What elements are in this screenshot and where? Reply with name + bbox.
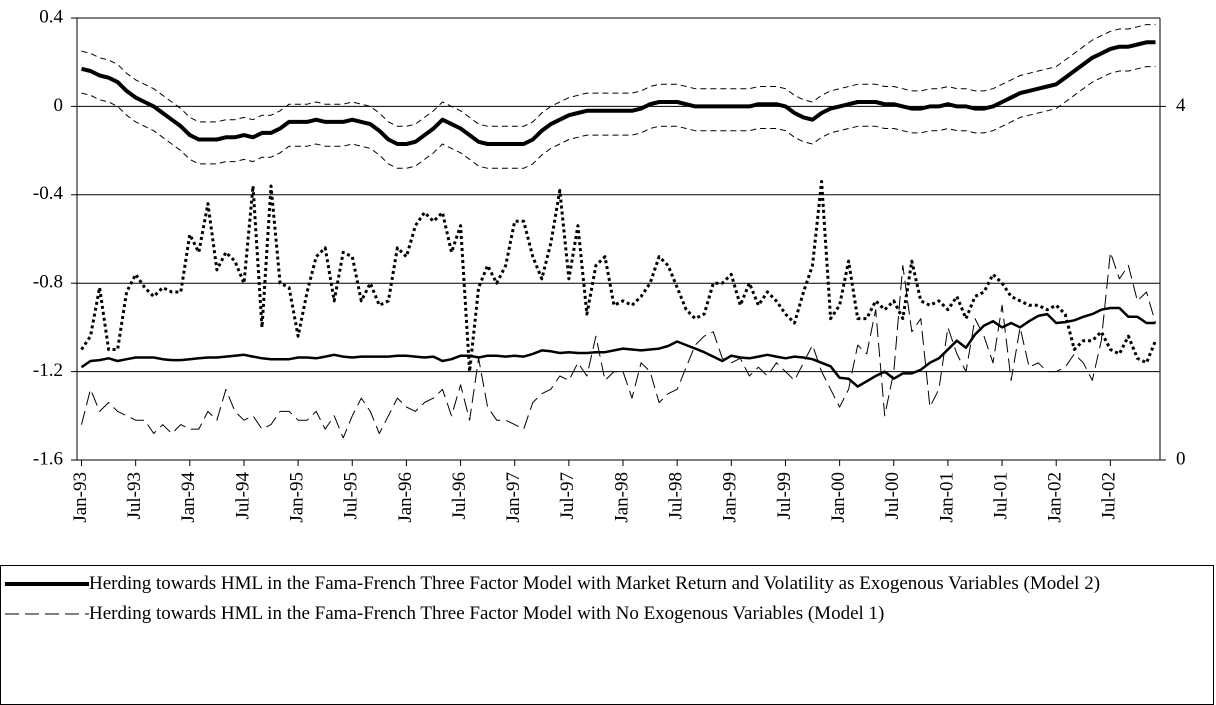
x-tick-label: Jan-96 [395, 472, 416, 523]
series-line [81, 40, 1156, 146]
x-tick-label: Jul-94 [232, 472, 253, 520]
y-tick-label: -0.8 [33, 272, 63, 293]
x-tick-label: Jul-01 [990, 472, 1011, 520]
y-tick-label: -1.2 [33, 360, 63, 381]
y-tick-label: 0 [54, 95, 64, 116]
x-tick-label: Jan-98 [611, 472, 632, 523]
series-line [81, 66, 1156, 169]
series-line [81, 24, 1156, 127]
y2-tick-label: 0 [1176, 448, 1186, 469]
x-tick-label: Jul-02 [1099, 472, 1120, 520]
legend-label: Herding towards HML in the Fama-French T… [89, 603, 885, 624]
y2-tick-label: 4 [1176, 95, 1186, 116]
x-tick-label: Jan-02 [1045, 472, 1066, 523]
x-tick-label: Jul-93 [124, 472, 145, 520]
x-tick-label: Jan-99 [720, 472, 741, 523]
legend-entry: Herding towards HML in the Fama-French T… [1, 602, 1199, 626]
x-tick-label: Jan-93 [70, 472, 91, 523]
x-tick-label: Jan-94 [178, 472, 199, 523]
x-tick-label: Jul-98 [666, 472, 687, 520]
series-line [80, 180, 1157, 374]
x-tick-label: Jul-99 [774, 472, 795, 520]
chart: -1.6 -1.2 -0.8 -0.4 0 0.4 0 4 Jan-93 Jul-93 Jan-94… [33, 6, 1186, 523]
legend-label: Herding towards HML in the Fama-French T… [89, 573, 1101, 594]
legend: Herding towards HML in the Fama-French T… [0, 565, 1214, 705]
legend-swatch [5, 582, 89, 586]
series-line [80, 306, 1156, 388]
x-tick-label: Jul-96 [449, 472, 470, 520]
x-tick-label: Jul-95 [341, 472, 362, 520]
y-tick-label: -0.4 [33, 183, 64, 204]
x-tick-label: Jan-00 [828, 472, 849, 523]
x-tick-label: Jan-01 [936, 472, 957, 523]
legend-entry: Herding towards HML in the Fama-French T… [1, 572, 1199, 596]
legend-swatch [5, 613, 89, 615]
y-tick-label: 0.4 [39, 6, 63, 27]
y-tick-label: -1.6 [33, 448, 63, 469]
series-line [81, 251, 1156, 439]
x-tick-label: Jan-97 [503, 472, 524, 523]
x-tick-label: Jul-97 [557, 472, 578, 520]
x-tick-label: Jul-00 [882, 472, 903, 520]
x-tick-label: Jan-95 [286, 472, 307, 523]
